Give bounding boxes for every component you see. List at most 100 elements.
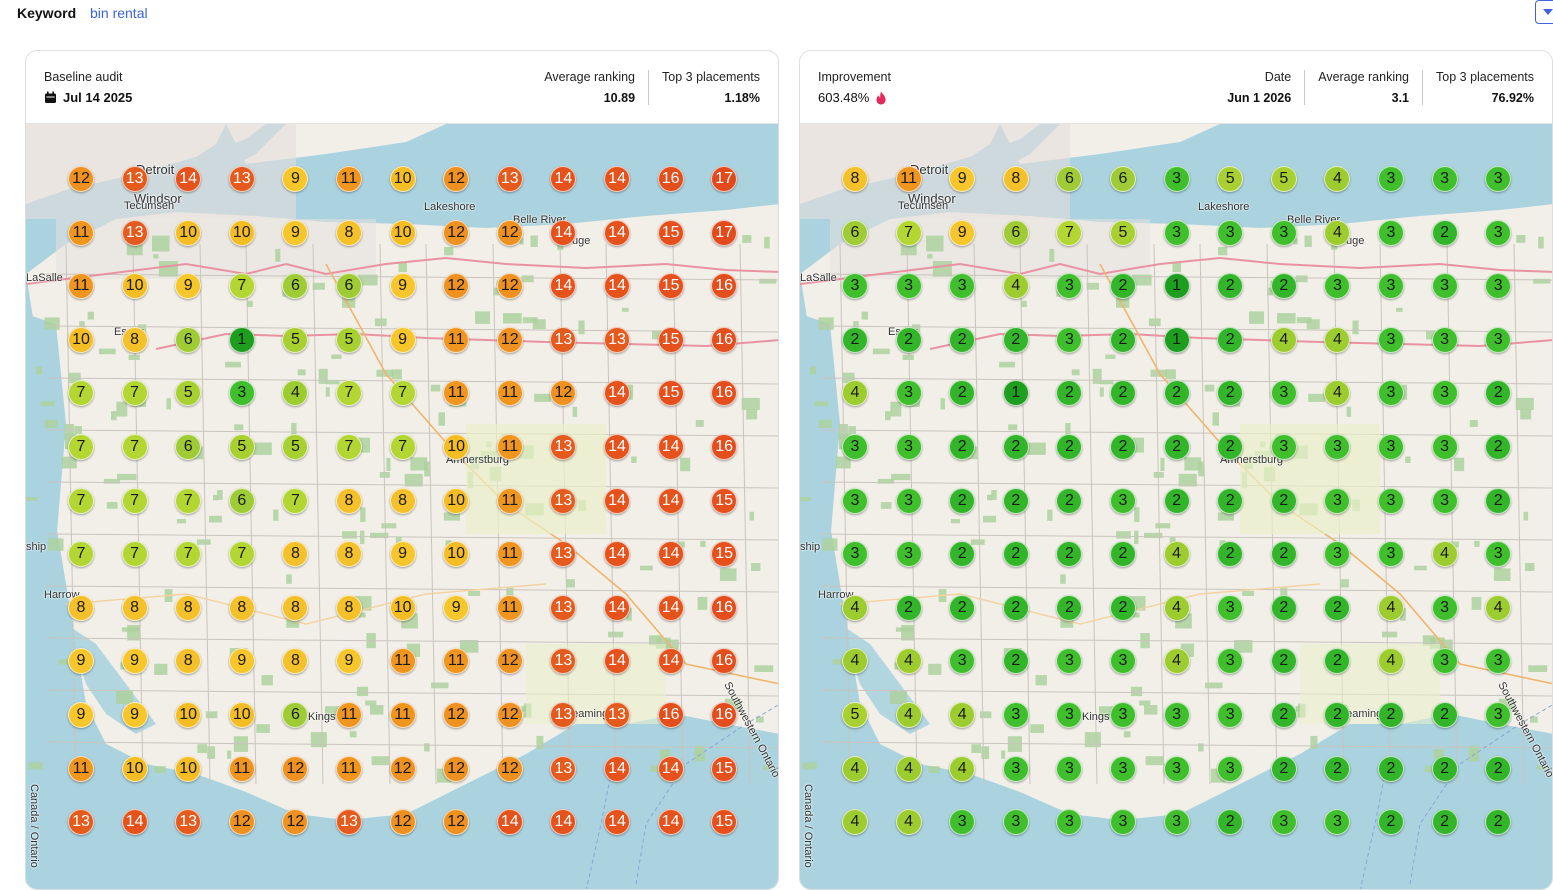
- rank-pin[interactable]: 8: [842, 166, 868, 192]
- rank-pin[interactable]: 7: [228, 541, 255, 568]
- rank-pin[interactable]: 3: [1378, 219, 1404, 246]
- rank-pin[interactable]: 3: [842, 541, 868, 568]
- rank-pin[interactable]: 10: [389, 219, 416, 246]
- rank-pin[interactable]: 3: [1378, 326, 1404, 353]
- rank-pin[interactable]: 11: [336, 755, 362, 782]
- rank-pin[interactable]: 15: [657, 326, 684, 353]
- rank-pin[interactable]: 3: [1270, 380, 1297, 407]
- rank-pin[interactable]: 10: [175, 219, 202, 246]
- rank-pin[interactable]: 2: [1056, 541, 1083, 568]
- rank-pin[interactable]: 12: [496, 219, 523, 246]
- rank-pin[interactable]: 3: [1378, 541, 1404, 568]
- rank-pin[interactable]: 2: [1485, 380, 1512, 407]
- rank-pin[interactable]: 5: [1270, 166, 1297, 192]
- rank-pin[interactable]: 2: [949, 326, 976, 353]
- rank-pin[interactable]: 6: [175, 326, 202, 353]
- rank-pin[interactable]: 14: [657, 755, 684, 782]
- rank-pin[interactable]: 2: [1110, 326, 1136, 353]
- rank-pin[interactable]: 9: [121, 648, 148, 675]
- rank-pin[interactable]: 2: [1378, 702, 1404, 728]
- rank-pin[interactable]: 11: [496, 594, 523, 621]
- rank-pin[interactable]: 2: [1110, 380, 1136, 407]
- rank-pin[interactable]: 8: [1002, 166, 1029, 192]
- rank-pin[interactable]: 4: [1378, 648, 1404, 675]
- rank-pin[interactable]: 11: [336, 702, 362, 728]
- rank-pin[interactable]: 15: [657, 380, 684, 407]
- rank-pin[interactable]: 4: [895, 809, 922, 836]
- rank-pin[interactable]: 13: [550, 755, 577, 782]
- rank-pin[interactable]: 2: [1217, 434, 1244, 460]
- rank-pin[interactable]: 2: [1324, 594, 1351, 621]
- rank-pin[interactable]: 2: [1217, 541, 1244, 568]
- rank-pin[interactable]: 3: [1163, 166, 1190, 192]
- rank-pin[interactable]: 13: [121, 219, 148, 246]
- rank-pin[interactable]: 5: [1110, 219, 1136, 246]
- rank-pin[interactable]: 15: [657, 273, 684, 300]
- rank-pin[interactable]: 2: [1217, 487, 1244, 514]
- rank-pin[interactable]: 2: [1324, 702, 1351, 728]
- rank-pin[interactable]: 11: [228, 755, 255, 782]
- rank-pin[interactable]: 5: [175, 380, 202, 407]
- rank-pin[interactable]: 2: [895, 326, 922, 353]
- rank-pin[interactable]: 3: [1431, 594, 1458, 621]
- rank-pin[interactable]: 11: [496, 434, 523, 460]
- rank-pin[interactable]: 3: [1110, 487, 1136, 514]
- rank-pin[interactable]: 13: [550, 326, 577, 353]
- rank-pin[interactable]: 15: [711, 487, 738, 514]
- rank-pin[interactable]: 7: [1056, 219, 1083, 246]
- rank-pin[interactable]: 5: [282, 326, 309, 353]
- rank-pin[interactable]: 2: [1110, 434, 1136, 460]
- rank-pin[interactable]: 4: [895, 648, 922, 675]
- rank-pin[interactable]: 2: [1270, 755, 1297, 782]
- rank-pin[interactable]: 13: [550, 541, 577, 568]
- rank-pin[interactable]: 2: [1002, 434, 1029, 460]
- rank-pin[interactable]: 14: [604, 273, 630, 300]
- rank-pin[interactable]: 3: [1163, 219, 1190, 246]
- rank-pin[interactable]: 9: [228, 648, 255, 675]
- rank-pin[interactable]: 14: [604, 594, 630, 621]
- rank-pin[interactable]: 2: [1002, 487, 1029, 514]
- rank-pin[interactable]: 10: [175, 702, 202, 728]
- rank-pin[interactable]: 12: [228, 809, 255, 836]
- rank-pin[interactable]: 2: [1431, 702, 1458, 728]
- rank-pin[interactable]: 7: [68, 380, 94, 407]
- rank-pin[interactable]: 8: [121, 326, 148, 353]
- rank-pin[interactable]: 14: [550, 219, 577, 246]
- rank-pin[interactable]: 11: [496, 541, 523, 568]
- rank-pin[interactable]: 8: [336, 219, 362, 246]
- rank-pin[interactable]: 12: [389, 755, 416, 782]
- rank-pin[interactable]: 10: [121, 273, 148, 300]
- rank-pin[interactable]: 7: [389, 380, 416, 407]
- rank-pin[interactable]: 2: [1002, 326, 1029, 353]
- rank-pin[interactable]: 13: [68, 809, 94, 836]
- rank-pin[interactable]: 3: [1217, 594, 1244, 621]
- rank-pin[interactable]: 3: [1056, 702, 1083, 728]
- rank-pin[interactable]: 3: [895, 434, 922, 460]
- rank-pin[interactable]: 3: [895, 541, 922, 568]
- rank-pin[interactable]: 3: [1431, 648, 1458, 675]
- rank-pin[interactable]: 3: [1378, 166, 1404, 192]
- rank-pin[interactable]: 3: [1270, 434, 1297, 460]
- rank-pin[interactable]: 7: [68, 541, 94, 568]
- rank-pin[interactable]: 7: [68, 434, 94, 460]
- rank-pin[interactable]: 9: [389, 326, 416, 353]
- rank-pin[interactable]: 10: [443, 541, 470, 568]
- rank-pin[interactable]: 4: [842, 380, 868, 407]
- rank-pin[interactable]: 3: [842, 434, 868, 460]
- rank-pin[interactable]: 7: [336, 380, 362, 407]
- rank-pin[interactable]: 3: [1324, 809, 1351, 836]
- rank-pin[interactable]: 6: [228, 487, 255, 514]
- rank-pin[interactable]: 3: [1110, 755, 1136, 782]
- rank-pin[interactable]: 2: [949, 541, 976, 568]
- rank-pin[interactable]: 3: [949, 809, 976, 836]
- rank-pin[interactable]: 4: [895, 702, 922, 728]
- rank-pin[interactable]: 2: [1270, 487, 1297, 514]
- rank-pin[interactable]: 6: [282, 702, 309, 728]
- rank-pin[interactable]: 1: [1163, 273, 1190, 300]
- rank-pin[interactable]: 3: [1110, 648, 1136, 675]
- rank-pin[interactable]: 8: [175, 648, 202, 675]
- rank-pin[interactable]: 3: [1217, 219, 1244, 246]
- rank-pin[interactable]: 3: [1431, 487, 1458, 514]
- rank-pin[interactable]: 13: [550, 648, 577, 675]
- rank-pin[interactable]: 12: [496, 755, 523, 782]
